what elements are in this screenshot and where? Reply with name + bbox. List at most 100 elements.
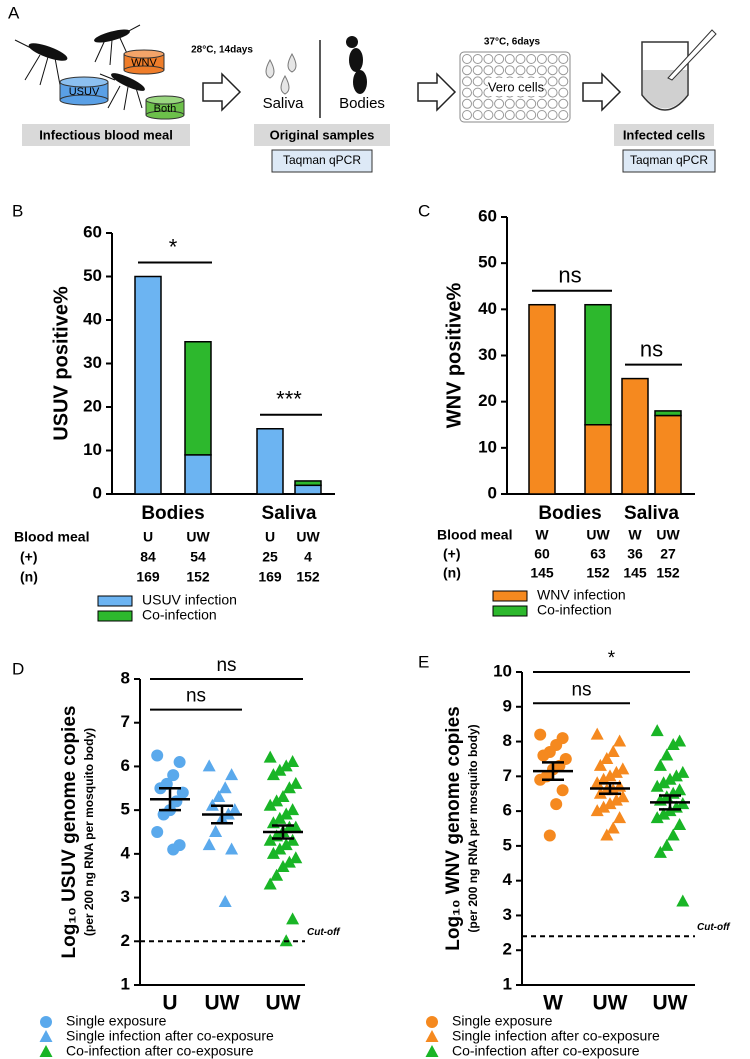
panel-a: A USUV WNV Both Infectious blood meal 28… bbox=[8, 3, 717, 173]
y-tick-label: 2 bbox=[503, 940, 512, 959]
data-point bbox=[276, 790, 290, 803]
y-tick-label: 60 bbox=[83, 222, 102, 241]
y-tick-label: 3 bbox=[121, 887, 130, 906]
y-tick-label: 6 bbox=[121, 756, 130, 775]
bar-segment bbox=[134, 275, 162, 495]
well bbox=[462, 54, 472, 64]
tube-label: USUV bbox=[69, 86, 100, 98]
cutoff-label: Cut-off bbox=[697, 922, 731, 933]
well bbox=[547, 98, 558, 109]
table-value: 63 bbox=[590, 546, 606, 562]
y-tick-label: 20 bbox=[83, 396, 102, 415]
data-point bbox=[176, 786, 189, 799]
y-axis-subtitle: (per 200 ng RNA per mosquito body) bbox=[82, 728, 96, 936]
y-tick-label: 8 bbox=[121, 668, 130, 687]
sample-label: Saliva bbox=[263, 95, 305, 112]
well bbox=[504, 54, 515, 64]
well bbox=[472, 54, 483, 64]
well bbox=[558, 87, 569, 98]
data-point bbox=[534, 728, 547, 741]
data-point bbox=[556, 784, 569, 797]
legend-label: Single infection after co-exposure bbox=[66, 1028, 274, 1044]
category-label: UW bbox=[296, 529, 320, 545]
tube-label: WNV bbox=[131, 57, 157, 69]
well bbox=[483, 54, 494, 64]
category-label: UW bbox=[656, 527, 680, 543]
well bbox=[558, 110, 569, 120]
data-point bbox=[609, 793, 623, 806]
well bbox=[536, 54, 547, 64]
data-point bbox=[600, 751, 614, 764]
category-label: U bbox=[162, 992, 177, 1015]
bar-segment bbox=[256, 428, 284, 495]
data-point bbox=[603, 769, 617, 782]
well bbox=[472, 87, 483, 98]
table-value: 27 bbox=[660, 546, 676, 562]
table-value: 60 bbox=[534, 546, 550, 562]
table-value: 54 bbox=[190, 549, 206, 565]
data-point bbox=[425, 1030, 439, 1042]
sem-bar bbox=[272, 824, 294, 840]
table-value: 152 bbox=[656, 565, 680, 581]
well bbox=[462, 87, 472, 98]
table-row-label: Blood meal bbox=[14, 529, 89, 545]
data-point bbox=[273, 763, 287, 776]
y-tick-label: 3 bbox=[503, 905, 512, 924]
well bbox=[547, 110, 558, 120]
y-tick-label: 2 bbox=[121, 931, 130, 950]
pipette bbox=[667, 29, 717, 81]
well bbox=[472, 110, 483, 120]
well bbox=[462, 110, 472, 120]
data-point bbox=[590, 776, 604, 789]
bar-segment bbox=[184, 341, 212, 456]
data-point bbox=[202, 838, 216, 851]
well bbox=[472, 76, 483, 87]
data-point bbox=[600, 828, 614, 841]
well bbox=[462, 65, 472, 76]
significance-label: *** bbox=[276, 387, 302, 412]
data-point bbox=[550, 798, 563, 811]
arrows bbox=[202, 72, 622, 112]
well bbox=[483, 98, 494, 109]
well bbox=[558, 65, 569, 76]
significance-label: ns bbox=[571, 679, 591, 700]
data-point bbox=[676, 894, 690, 907]
caption-box bbox=[614, 124, 714, 146]
cutoff-label: Cut-off bbox=[307, 927, 341, 938]
data-point bbox=[669, 769, 683, 782]
step-label: 37°C, 6days bbox=[484, 37, 541, 48]
y-axis-title: WNV positive% bbox=[443, 282, 465, 428]
data-point bbox=[606, 821, 620, 834]
step-label: 28°C, 14days bbox=[191, 45, 253, 56]
data-point bbox=[286, 912, 300, 925]
legend-label: Single infection after co-exposure bbox=[452, 1028, 660, 1044]
qpcr-label: Taqman qPCR bbox=[630, 153, 708, 167]
y-axis-title: USUV positive% bbox=[50, 286, 72, 441]
y-tick-label: 30 bbox=[478, 345, 497, 364]
y-tick-label: 60 bbox=[478, 206, 497, 225]
y-tick-label: 5 bbox=[121, 800, 130, 819]
data-point bbox=[209, 825, 223, 837]
y-tick-label: 40 bbox=[83, 309, 102, 328]
qpcr-box bbox=[271, 149, 373, 173]
data-point bbox=[228, 803, 242, 816]
data-point bbox=[279, 807, 293, 820]
table-value: 145 bbox=[623, 565, 647, 581]
data-point bbox=[597, 772, 611, 785]
panel-label: E bbox=[418, 652, 429, 671]
data-point bbox=[543, 829, 556, 842]
well bbox=[494, 110, 505, 120]
data-point bbox=[266, 768, 280, 781]
data-point bbox=[653, 845, 667, 858]
y-tick-label: 1 bbox=[121, 974, 130, 993]
well bbox=[526, 98, 537, 109]
data-point bbox=[202, 759, 216, 772]
data-point bbox=[534, 773, 547, 786]
y-tick-label: 1 bbox=[503, 974, 512, 993]
y-tick-label: 0 bbox=[93, 483, 102, 502]
well bbox=[526, 54, 537, 64]
bar-segment bbox=[654, 414, 682, 495]
data-point bbox=[263, 798, 277, 811]
well bbox=[547, 54, 558, 64]
